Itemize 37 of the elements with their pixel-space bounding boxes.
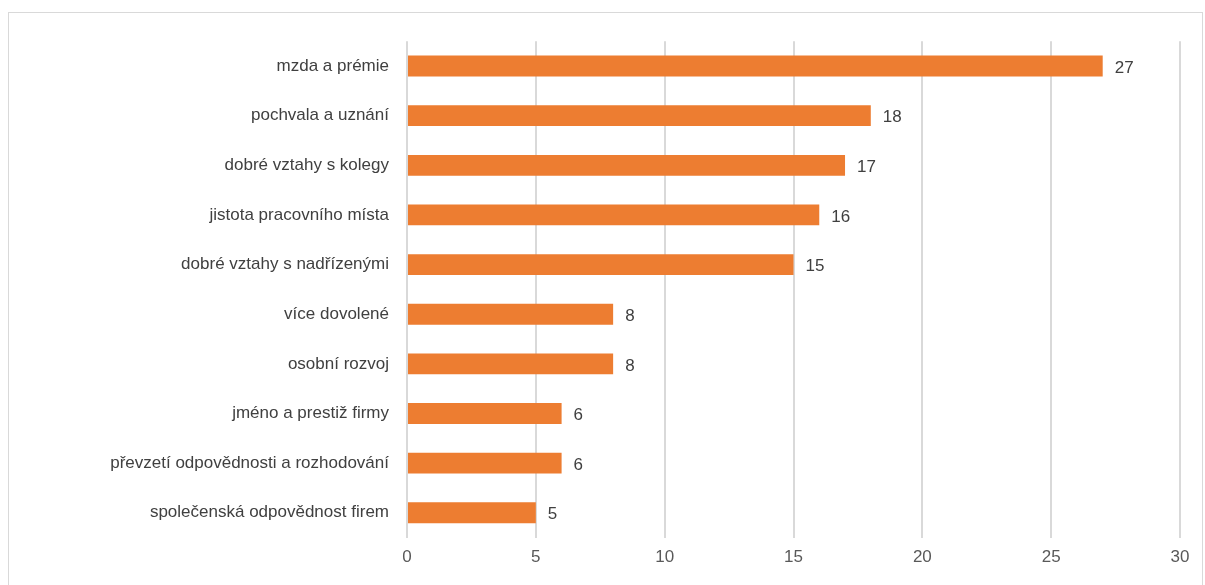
bar — [408, 452, 562, 474]
data-label: 5 — [547, 504, 558, 524]
x-tick-label: 15 — [784, 547, 803, 567]
bar — [408, 105, 871, 127]
bar — [408, 154, 846, 176]
data-label: 16 — [831, 206, 851, 226]
y-tick-label: jméno a prestiž firmy — [231, 403, 390, 423]
bar — [408, 303, 614, 325]
bar — [408, 254, 794, 275]
x-tick-label: 0 — [402, 547, 412, 567]
y-tick-label: dobré vztahy s kolegy — [224, 154, 390, 174]
y-tick-label: mzda a prémie — [276, 55, 389, 75]
bar — [408, 353, 614, 375]
y-tick-label: převzetí odpovědnosti a rozhodování — [110, 452, 390, 472]
data-label: 18 — [882, 107, 902, 127]
y-tick-label: více dovolené — [284, 303, 389, 323]
bar — [408, 204, 820, 226]
x-tick-label: 5 — [531, 547, 541, 567]
bar — [408, 403, 562, 424]
bar — [408, 502, 536, 524]
x-tick-label: 20 — [912, 547, 932, 567]
data-label: 17 — [857, 156, 876, 176]
data-label: 15 — [805, 256, 825, 276]
y-tick-label: společenská odpovědnost firem — [149, 502, 389, 522]
data-label: 6 — [573, 454, 584, 474]
data-label: 8 — [625, 305, 635, 325]
x-tick-label: 30 — [1170, 547, 1190, 567]
x-tick-label: 25 — [1041, 547, 1061, 567]
y-tick-label: dobré vztahy s nadřízenými — [181, 254, 389, 274]
bar — [408, 55, 1103, 77]
data-label: 27 — [1114, 57, 1134, 77]
x-tick-label: 10 — [655, 547, 675, 567]
data-label: 6 — [573, 405, 584, 425]
y-tick-label: pochvala a uznání — [251, 105, 390, 125]
y-tick-label: osobní rozvoj — [287, 353, 389, 373]
data-label: 8 — [625, 355, 635, 375]
y-tick-label: jistota pracovního místa — [208, 204, 390, 224]
